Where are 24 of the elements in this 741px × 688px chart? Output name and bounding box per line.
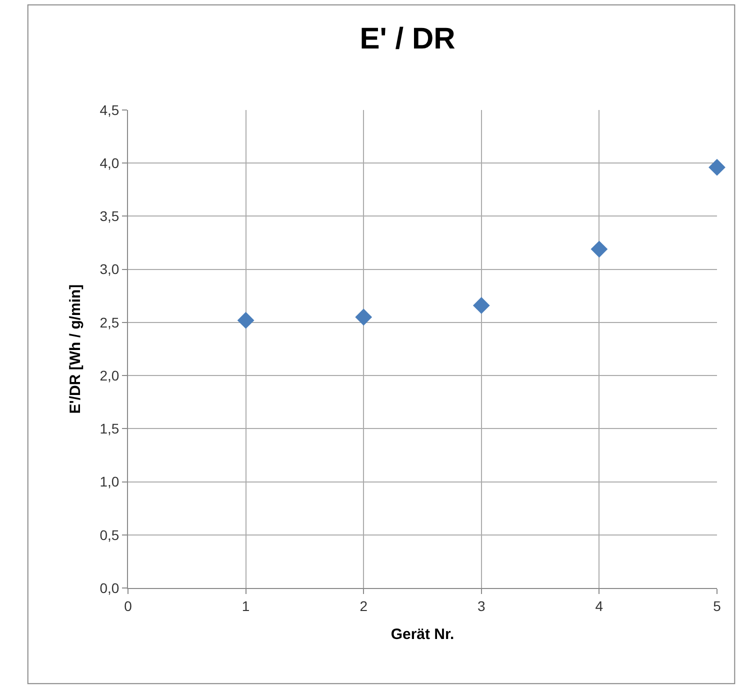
x-tick-label: 4 (595, 598, 604, 614)
y-tick-label: 1,0 (100, 474, 120, 490)
point (590, 240, 608, 258)
x-tick-label: 2 (360, 598, 368, 614)
y-axis-title: E'/DR [Wh / g/min] (66, 284, 84, 414)
y-tick-label: 0,5 (100, 526, 120, 543)
x-tick-label: 0 (124, 598, 132, 614)
y-tick-label: 0,0 (100, 580, 120, 596)
x-axis-title: Gerät Nr. (390, 626, 454, 643)
y-tick-label: 3,5 (100, 208, 120, 224)
x-tick-label: 3 (478, 598, 486, 614)
y-tick-label: 4,0 (100, 155, 120, 172)
point (355, 308, 372, 326)
x-tick-label: 5 (713, 598, 722, 614)
point (237, 312, 254, 329)
y-tick-label: 2,0 (100, 367, 120, 384)
x-tick-label: 1 (242, 598, 250, 614)
point (472, 297, 490, 314)
y-tick-label: 2,5 (100, 314, 120, 330)
y-tick-label: 1,5 (100, 420, 120, 437)
point (708, 158, 726, 176)
y-tick-label: 3,0 (100, 261, 120, 278)
y-tick-label: 4,5 (100, 102, 120, 118)
chart-title: E' / DR (360, 22, 456, 56)
